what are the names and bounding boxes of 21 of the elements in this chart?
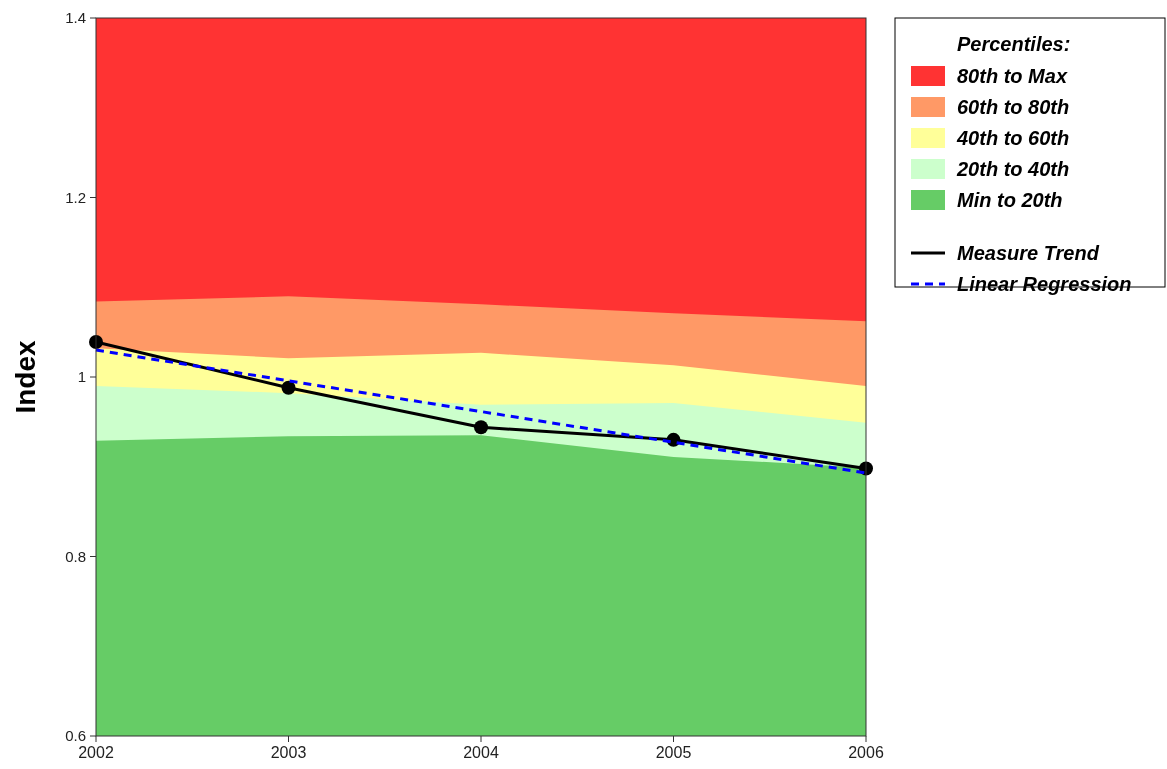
- legend-label: 60th to 80th: [957, 96, 1070, 118]
- legend-label: Min to 20th: [957, 189, 1063, 211]
- legend-label: 20th to 40th: [956, 158, 1070, 180]
- y-tick-label: 1: [77, 368, 86, 386]
- y-tick-label: 0.6: [65, 727, 86, 745]
- legend-label: Measure Trend: [957, 242, 1100, 264]
- x-tick-label: 2002: [78, 744, 114, 761]
- y-axis-title: Index: [10, 340, 41, 414]
- legend-title: Percentiles:: [957, 33, 1071, 55]
- legend-label: 80th to Max: [957, 65, 1068, 87]
- x-tick-label: 2006: [848, 744, 884, 761]
- point: [281, 380, 296, 395]
- legend-label: 40th to 60th: [956, 127, 1070, 149]
- y-tick-label: 1.2: [65, 188, 86, 206]
- y-tick-label: 0.8: [65, 547, 86, 565]
- point: [474, 420, 488, 435]
- y-tick-label: 1.4: [65, 9, 86, 27]
- x-tick-label: 2004: [463, 744, 499, 761]
- x-tick-label: 2003: [270, 744, 307, 761]
- x-tick-label: 2005: [655, 744, 692, 761]
- legend-label: Linear Regression: [957, 273, 1132, 295]
